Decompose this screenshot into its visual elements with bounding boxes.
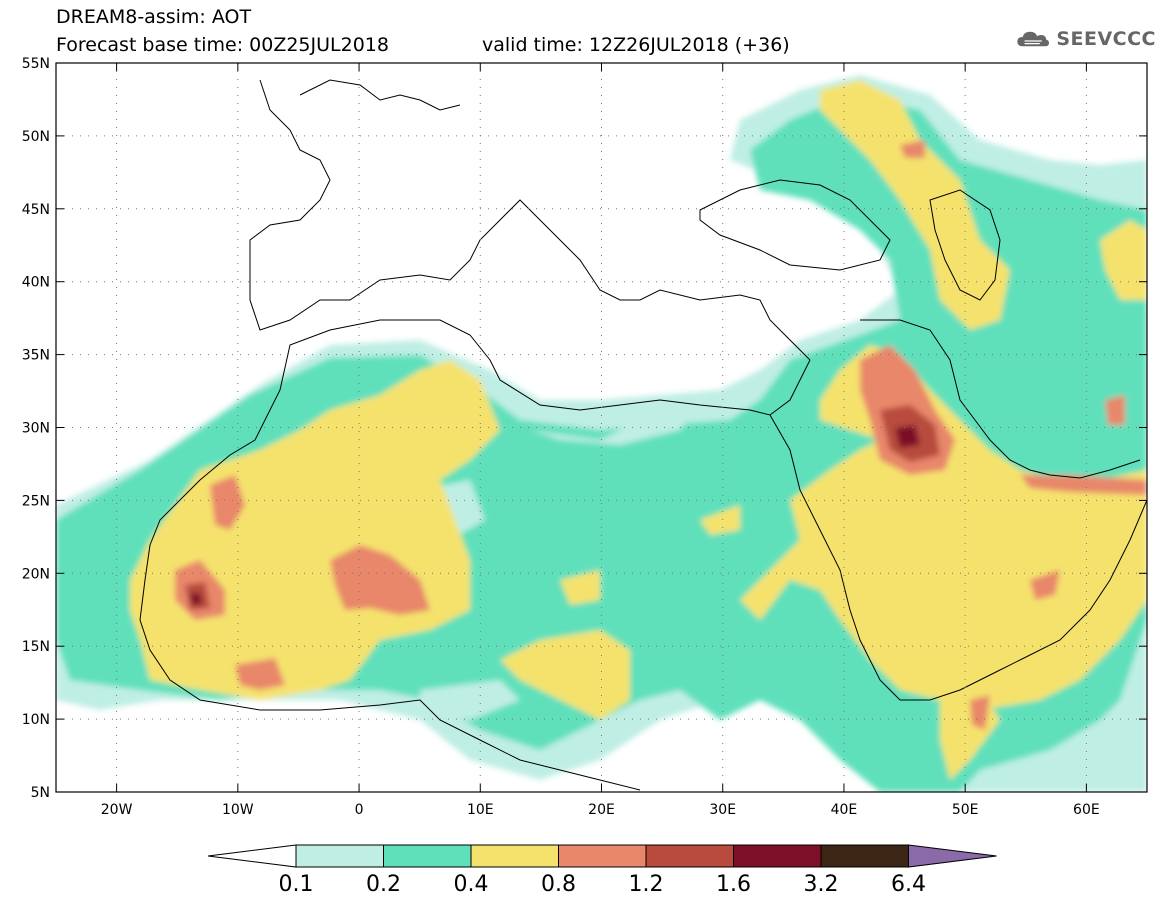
aot-level-0.8 [210,475,245,530]
lat-tick-label: 15N [22,639,50,655]
colorbar-swatch [645,844,734,868]
latitude-axis: 5N 10N 15N 20N 25N 30N 35N 40N 45N 50N 55N [22,56,1147,801]
map-title: DREAM8-assim: AOT [56,6,252,28]
lon-tick-label: 60E [1073,802,1100,818]
colorbar-max-arrow [908,844,997,868]
colorbar-swatch [558,844,647,868]
lon-tick-label: 10E [467,802,494,818]
colorbar-label: 6.4 [891,872,926,897]
lon-tick-label: 10W [222,802,254,818]
colorbar-label: 1.6 [716,872,751,897]
aot-field [56,75,1147,792]
lon-tick-label: 50E [952,802,979,818]
colorbar-label: 0.1 [279,872,314,897]
lat-tick-label: 20N [22,566,50,582]
valid-time: valid time: 12Z26JUL2018 (+36) [482,34,790,56]
aot-colorbar: 0.1 0.2 0.4 0.8 1.2 1.6 3.2 6.4 [207,844,997,897]
lat-tick-label: 50N [22,129,50,145]
lon-tick-label: 0 [355,802,364,818]
lat-tick-label: 25N [22,493,50,509]
colorbar-swatch [383,844,472,868]
colorbar-label: 1.2 [629,872,664,897]
colorbar-swatch [820,844,909,868]
aot-level-0.4-arabia [740,345,1147,710]
forecast-base-time: Forecast base time: 00Z25JUL2018 [56,34,389,56]
lon-tick-label: 30E [709,802,736,818]
colorbar-label: 3.2 [804,872,839,897]
lat-tick-label: 40N [22,275,50,291]
colorbar-min-arrow [207,844,297,868]
lat-tick-label: 45N [22,202,50,218]
longitude-axis: 20W 10W 0 10E 20E 30E 40E 50E 60E [101,63,1100,818]
aot-level-1.6 [895,425,920,448]
lon-tick-label: 20E [588,802,615,818]
lat-tick-label: 5N [31,785,50,801]
colorbar-swatch [733,844,822,868]
lat-tick-label: 35N [22,348,50,364]
colorbar-label: 0.4 [454,872,489,897]
coastlines [139,79,1147,791]
colorbar-label: 0.2 [366,872,401,897]
logo-text: SEEVCCC [1056,28,1156,50]
lat-tick-label: 55N [22,56,50,72]
cloud-icon [1017,31,1049,47]
lat-tick-label: 10N [22,712,50,728]
colorbar-swatch [295,844,384,868]
seevccc-logo: SEEVCCC [1016,23,1156,55]
colorbar-swatch [470,844,559,868]
colorbar-label: 0.8 [541,872,576,897]
lon-tick-label: 20W [101,802,133,818]
lon-tick-label: 40E [831,802,858,818]
lat-tick-label: 30N [22,421,50,437]
